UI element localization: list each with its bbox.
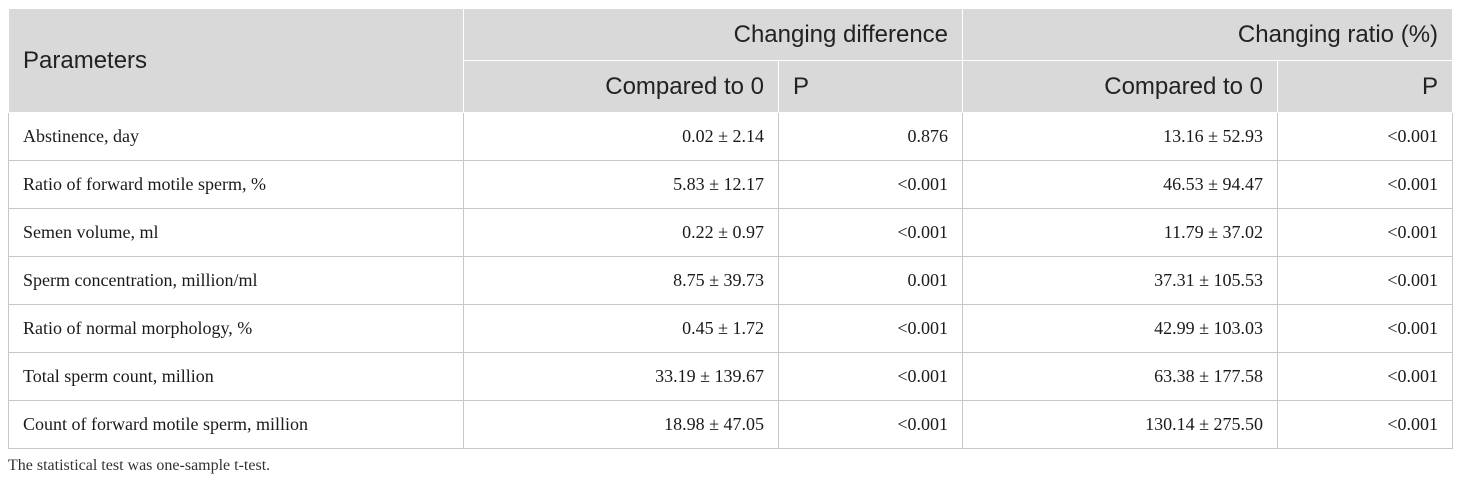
cell-parameter: Abstinence, day — [8, 112, 464, 161]
cell-diff: 0.22 ± 0.97 — [463, 208, 779, 257]
table-row: Ratio of normal morphology, % 0.45 ± 1.7… — [8, 304, 1454, 353]
header-row-sub: Compared to 0 P Compared to 0 P — [9, 60, 1454, 113]
cell-diff-p: <0.001 — [777, 208, 964, 257]
cell-diff-p: <0.001 — [777, 400, 964, 449]
table-body: Abstinence, day 0.02 ± 2.14 0.876 13.16 … — [8, 112, 1454, 449]
cell-ratio: 63.38 ± 177.58 — [962, 352, 1279, 401]
header-diff-compared: Compared to 0 — [463, 60, 779, 113]
cell-parameter: Ratio of forward motile sperm, % — [8, 160, 464, 209]
cell-ratio: 13.16 ± 52.93 — [962, 112, 1279, 161]
cell-ratio-p: <0.001 — [1277, 112, 1454, 161]
cell-parameter: Semen volume, ml — [8, 208, 464, 257]
cell-ratio-p: <0.001 — [1277, 160, 1454, 209]
cell-diff-p: <0.001 — [777, 352, 964, 401]
cell-diff: 18.98 ± 47.05 — [463, 400, 779, 449]
cell-parameter: Count of forward motile sperm, million — [8, 400, 464, 449]
results-table-container: Parameters Changing difference Changing … — [8, 8, 1454, 449]
header-diff-p: P — [777, 60, 964, 113]
header-ratio-p: P — [1277, 60, 1454, 113]
cell-diff-p: 0.876 — [777, 112, 964, 161]
cell-diff-p: 0.001 — [777, 256, 964, 305]
cell-diff: 8.75 ± 39.73 — [463, 256, 779, 305]
cell-ratio-p: <0.001 — [1277, 352, 1454, 401]
cell-diff: 0.02 ± 2.14 — [463, 112, 779, 161]
table-row: Abstinence, day 0.02 ± 2.14 0.876 13.16 … — [8, 112, 1454, 161]
table-row: Ratio of forward motile sperm, % 5.83 ± … — [8, 160, 1454, 209]
cell-diff-p: <0.001 — [777, 160, 964, 209]
cell-ratio-p: <0.001 — [1277, 400, 1454, 449]
table-footnote: The statistical test was one-sample t-te… — [8, 457, 271, 474]
cell-diff-p: <0.001 — [777, 304, 964, 353]
header-changing-ratio: Changing ratio (%) — [962, 8, 1454, 61]
cell-ratio-p: <0.001 — [1277, 256, 1454, 305]
table-row: Sperm concentration, million/ml 8.75 ± 3… — [8, 256, 1454, 305]
cell-ratio-p: <0.001 — [1277, 304, 1454, 353]
header-ratio-compared: Compared to 0 — [962, 60, 1279, 113]
table-row: Count of forward motile sperm, million 1… — [8, 400, 1454, 449]
cell-ratio: 46.53 ± 94.47 — [962, 160, 1279, 209]
table-row: Total sperm count, million 33.19 ± 139.6… — [8, 352, 1454, 401]
table-row: Semen volume, ml 0.22 ± 0.97 <0.001 11.7… — [8, 208, 1454, 257]
header-row-groups: Parameters Changing difference Changing … — [8, 8, 1454, 113]
cell-ratio: 42.99 ± 103.03 — [962, 304, 1279, 353]
cell-ratio: 130.14 ± 275.50 — [962, 400, 1279, 449]
results-table: Parameters Changing difference Changing … — [8, 8, 1454, 449]
cell-ratio: 37.31 ± 105.53 — [962, 256, 1279, 305]
cell-ratio: 11.79 ± 37.02 — [962, 208, 1279, 257]
cell-ratio-p: <0.001 — [1277, 208, 1454, 257]
cell-parameter: Total sperm count, million — [8, 352, 464, 401]
cell-diff: 5.83 ± 12.17 — [463, 160, 779, 209]
header-parameters: Parameters — [8, 8, 464, 113]
cell-parameter: Sperm concentration, million/ml — [8, 256, 464, 305]
header-changing-difference: Changing difference — [462, 8, 964, 61]
cell-parameter: Ratio of normal morphology, % — [8, 304, 464, 353]
cell-diff: 33.19 ± 139.67 — [463, 352, 779, 401]
table-header: Parameters Changing difference Changing … — [8, 8, 1454, 113]
cell-diff: 0.45 ± 1.72 — [463, 304, 779, 353]
